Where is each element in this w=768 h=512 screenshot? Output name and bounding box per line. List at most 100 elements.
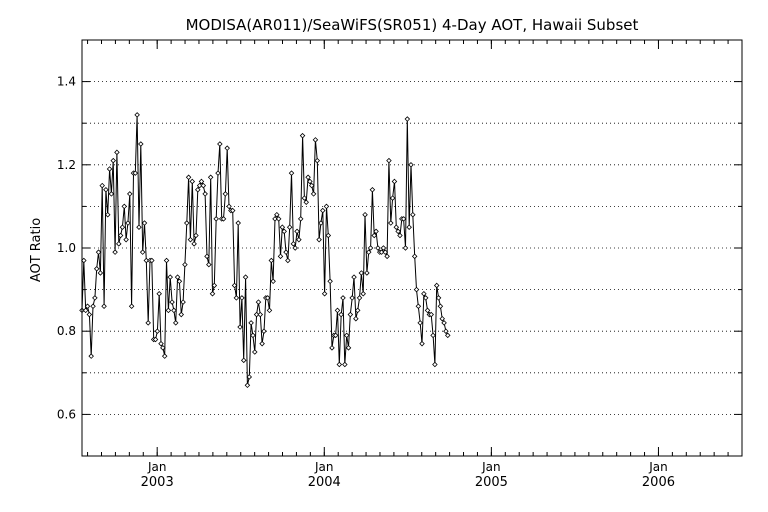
data-point (362, 211, 368, 218)
y-tick-label: 0.6 (57, 407, 76, 421)
data-point (288, 170, 295, 176)
data-point (244, 382, 251, 389)
plot-frame (81, 39, 743, 457)
data-point (222, 191, 229, 197)
data-point (340, 295, 346, 301)
data-point (108, 191, 115, 197)
data-point (253, 311, 260, 318)
data-point (189, 178, 196, 185)
data-point (303, 199, 309, 206)
data-point (433, 282, 440, 289)
data-point (246, 374, 253, 380)
data-point (323, 203, 330, 210)
data-point (240, 357, 247, 364)
data-point (417, 320, 423, 326)
data-point (248, 320, 254, 326)
data-point (270, 278, 276, 285)
data-point (213, 216, 219, 222)
data-point (349, 295, 355, 301)
data-point (391, 178, 398, 185)
data-point (424, 307, 431, 314)
data-point (127, 191, 133, 197)
data-point (88, 353, 94, 359)
data-point (209, 290, 216, 297)
data-point (386, 157, 392, 164)
data-point (268, 257, 275, 264)
data-point (174, 274, 181, 280)
data-point (437, 303, 444, 310)
data-point (178, 311, 185, 318)
data-point (369, 186, 376, 193)
data-point (167, 274, 173, 280)
data-point (156, 290, 162, 297)
data-point (266, 307, 273, 314)
data-point (343, 332, 350, 339)
data-point (176, 278, 183, 285)
data-point (128, 303, 135, 310)
axes: 0.60.81.01.21.4Jan2003Jan2004Jan2005Jan2… (57, 40, 742, 490)
data-point (277, 253, 284, 260)
data-point (321, 290, 328, 297)
data-point (99, 182, 105, 189)
data-point (279, 224, 286, 230)
data-point (334, 307, 341, 314)
data-point (347, 311, 354, 318)
data-point (422, 295, 429, 301)
data-point (261, 328, 267, 334)
data-point (169, 299, 175, 305)
data-point (367, 245, 374, 251)
data-point (224, 145, 230, 151)
data-point (380, 245, 387, 251)
data-point (382, 249, 389, 255)
data-point (250, 332, 256, 339)
data-point (215, 170, 221, 176)
data-point (182, 261, 188, 268)
data-point (301, 195, 308, 201)
data-point (180, 299, 186, 305)
data-point (310, 191, 317, 197)
data-point (406, 224, 412, 230)
data-point (226, 203, 232, 210)
data-point (272, 216, 278, 222)
data-point (110, 157, 117, 164)
data-point (172, 320, 179, 326)
data-point (397, 232, 403, 239)
data-point (432, 361, 438, 368)
chart-title: MODISA(AR011)/SeaWiFS(SR051) 4-Day AOT, … (186, 16, 639, 34)
data-point (342, 361, 348, 368)
data-point (338, 311, 344, 318)
data-point (204, 253, 210, 260)
data-point (299, 132, 306, 139)
data-point (185, 174, 192, 181)
data-point (318, 220, 324, 226)
data-point (233, 295, 240, 301)
data-point (84, 303, 91, 310)
data-point (231, 282, 238, 289)
data-point (281, 228, 287, 235)
data-point (305, 174, 311, 181)
data-point (149, 257, 155, 264)
data-point (373, 228, 379, 235)
x-tick-year: 2006 (642, 475, 675, 490)
data-point (195, 186, 201, 193)
data-point (165, 307, 172, 314)
data-point (360, 290, 366, 297)
data-point (395, 228, 401, 235)
data-point (358, 270, 365, 276)
data-point (410, 211, 416, 218)
data-point (274, 211, 280, 218)
y-tick-label: 1.0 (57, 241, 76, 255)
data-point (239, 295, 245, 301)
data-point (193, 232, 199, 239)
data-point (106, 166, 113, 172)
data-point (211, 282, 218, 289)
data-point (158, 340, 164, 347)
data-point (103, 186, 109, 193)
x-tick-year: 2005 (475, 475, 508, 490)
data-point (86, 311, 93, 318)
x-tick-month: Jan (648, 460, 668, 474)
x-tick-year: 2003 (141, 475, 174, 490)
data-point (308, 182, 315, 189)
data-point (428, 311, 434, 318)
data-point (117, 232, 124, 239)
